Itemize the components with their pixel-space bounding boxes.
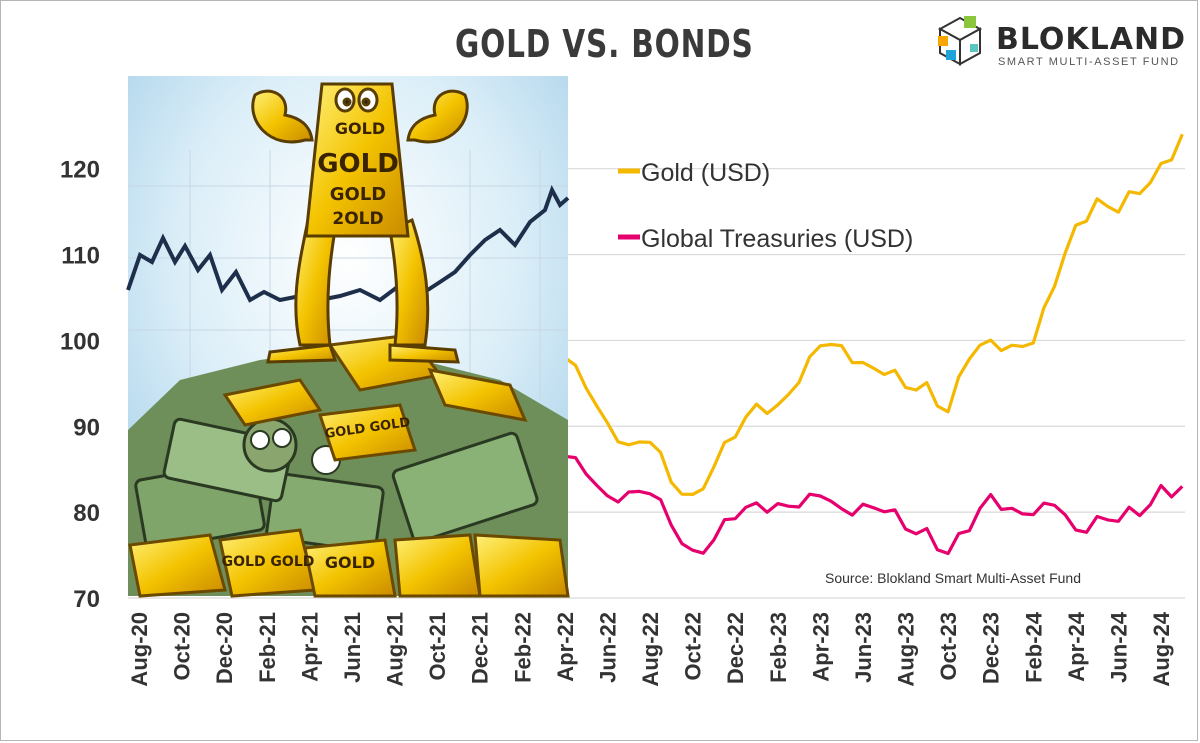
y-axis-ticks: 70 80 90 100 110 120 xyxy=(60,157,100,613)
y-tick-label: 120 xyxy=(60,157,100,184)
x-tick-label: Jun-22 xyxy=(595,612,620,683)
x-tick-label: Feb-24 xyxy=(1021,611,1046,683)
x-tick-label: Aug-24 xyxy=(1149,611,1174,686)
y-tick-label: 80 xyxy=(73,500,100,527)
x-tick-label: Feb-23 xyxy=(766,612,791,683)
x-tick-label: Aug-21 xyxy=(383,612,408,687)
bar-text-2: GOLD xyxy=(317,149,399,179)
x-tick-label: Oct-20 xyxy=(170,612,195,680)
x-tick-label: Jun-23 xyxy=(851,612,876,683)
gold-bar-character xyxy=(251,82,469,364)
brand-logo: BLOKLAND SMART MULTI-ASSET FUND xyxy=(934,12,1194,76)
x-tick-label: Oct-23 xyxy=(936,612,961,680)
x-tick-label: Aug-23 xyxy=(894,612,919,687)
legend-label-gold: Gold (USD) xyxy=(641,159,770,187)
legend-label-treasuries: Global Treasuries (USD) xyxy=(641,225,913,253)
x-tick-label: Aug-20 xyxy=(127,612,152,687)
bar-text-4: 2OLD xyxy=(332,209,383,229)
cube-logo-icon xyxy=(937,16,983,66)
y-tick-label: 100 xyxy=(60,328,100,355)
series-line-treasuries xyxy=(564,454,1184,556)
bar-text-3: GOLD xyxy=(330,184,387,205)
x-tick-label: Apr-24 xyxy=(1064,611,1089,681)
source-note: Source: Blokland Smart Multi-Asset Fund xyxy=(825,570,1081,586)
x-tick-label: Jun-21 xyxy=(340,612,365,683)
bar-text-1: GOLD xyxy=(335,119,385,138)
x-tick-label: Feb-21 xyxy=(255,612,280,683)
x-tick-label: Jun-24 xyxy=(1106,611,1131,683)
x-tick-label: Oct-21 xyxy=(425,612,450,680)
chart-title: GOLD VS. BONDS xyxy=(455,22,754,66)
x-tick-label: Aug-22 xyxy=(638,612,663,687)
legend: Gold (USD) Global Treasuries (USD) xyxy=(618,159,913,253)
x-tick-label: Apr-21 xyxy=(297,612,322,682)
series-lines xyxy=(563,133,1184,556)
y-tick-label: 90 xyxy=(73,414,100,441)
x-tick-label: Dec-23 xyxy=(979,612,1004,684)
brand-name: BLOKLAND xyxy=(996,22,1187,57)
x-tick-label: Apr-22 xyxy=(553,612,578,682)
x-tick-label: Dec-22 xyxy=(723,612,748,684)
gold-cartoon-illustration: GOLD GOLD GOLD 2OLD GOLD GOLD GOLD GOLD … xyxy=(126,76,570,598)
stack-text-2: GOLD GOLD xyxy=(222,554,315,570)
x-axis-ticks: Aug-20 Oct-20 Dec-20 Feb-21 Apr-21 Jun-21 Aug-… xyxy=(127,611,1174,686)
brand-tagline: SMART MULTI-ASSET FUND xyxy=(998,56,1180,68)
stack-text-3: GOLD xyxy=(325,553,375,572)
y-tick-label: 110 xyxy=(61,243,100,270)
x-tick-label: Oct-22 xyxy=(681,612,706,680)
series-line-gold xyxy=(563,133,1184,496)
x-tick-label: Dec-21 xyxy=(468,612,493,684)
x-tick-label: Apr-23 xyxy=(808,612,833,682)
x-tick-label: Dec-20 xyxy=(212,612,237,684)
x-tick-label: Feb-22 xyxy=(510,612,535,683)
y-tick-label: 70 xyxy=(73,586,100,613)
